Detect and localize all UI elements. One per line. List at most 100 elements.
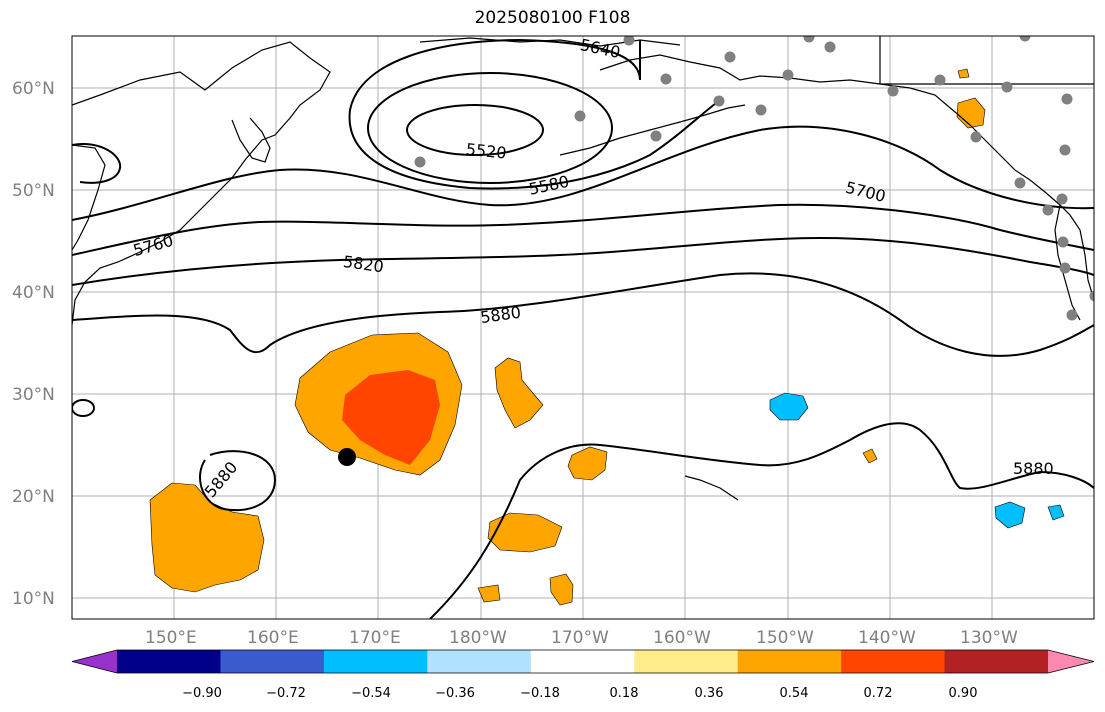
station-dot <box>650 130 662 142</box>
lon-label: 160°E <box>247 628 299 648</box>
station-dot <box>414 156 426 168</box>
colorbar-tick: 0.90 <box>949 686 978 701</box>
station-dot <box>1059 144 1071 156</box>
colorbar-segment <box>634 650 739 673</box>
colorbar <box>71 649 1095 674</box>
contour-5820 <box>72 236 1094 286</box>
lon-label: 180°W <box>449 628 507 648</box>
station-dot <box>623 36 635 46</box>
station-dot <box>1061 93 1073 105</box>
lat-label: 20°N <box>12 487 55 507</box>
colorbar-tick: −0.90 <box>182 686 222 701</box>
station-dot <box>713 95 725 107</box>
station-dot <box>1066 309 1078 321</box>
colorbar-tick: −0.72 <box>266 686 306 701</box>
station-dot <box>1057 236 1069 248</box>
colorbar-tick: 0.54 <box>780 686 809 701</box>
anomaly-negative-1 <box>769 392 809 421</box>
lon-label: 160°W <box>653 628 711 648</box>
colorbar-tick: −0.36 <box>435 686 475 701</box>
station-dot <box>574 110 586 122</box>
station-dot <box>1014 177 1026 189</box>
colorbar-tick: 0.36 <box>695 686 724 701</box>
graticule <box>72 36 1094 619</box>
latitude-labels: 60°N 50°N 40°N 30°N 20°N 10°N <box>12 79 55 609</box>
colorbar-tick: 0.18 <box>610 686 639 701</box>
station-dot <box>803 36 815 43</box>
colorbar-segment <box>220 650 325 673</box>
lon-label: 150°W <box>756 628 814 648</box>
colorbar-segment <box>117 650 221 673</box>
coast-hawaii <box>684 475 739 501</box>
contour-5580 <box>367 72 613 184</box>
anomaly-shading <box>149 68 1065 606</box>
station-dot <box>887 85 899 97</box>
anomaly-region-alaska-2 <box>957 68 970 79</box>
lat-label: 30°N <box>12 385 55 405</box>
lat-label: 60°N <box>12 79 55 99</box>
lat-label: 50°N <box>12 181 55 201</box>
storm-center-marker <box>338 448 356 466</box>
colorbar-segment <box>841 650 946 673</box>
coast-asia <box>72 41 331 326</box>
colorbar-extend-min <box>72 650 117 673</box>
lon-label: 170°E <box>349 628 401 648</box>
colorbar-segment <box>323 650 428 673</box>
station-dot <box>1001 81 1013 93</box>
colorbar-tick: 0.72 <box>864 686 893 701</box>
longitude-labels: 150°E 160°E 170°E 180°W 170°W 160°W 150°… <box>145 628 1018 648</box>
lat-label: 40°N <box>12 283 55 303</box>
contour-label-5520: 5520 <box>465 140 507 163</box>
map-title: 2025080100 F108 <box>474 8 631 28</box>
contour-5880-south <box>429 422 1094 619</box>
coast-alaska <box>599 54 1094 301</box>
contour-5520 <box>406 104 544 156</box>
colorbar-tick: −0.54 <box>351 686 391 701</box>
contour-5880-north <box>72 272 1094 357</box>
station-dot <box>755 104 767 116</box>
lon-label: 140°W <box>858 628 916 648</box>
contour-5640 <box>348 38 721 190</box>
contour-nw-loop <box>72 143 122 184</box>
lon-label: 130°W <box>960 628 1018 648</box>
anomaly-region-west <box>149 482 265 593</box>
colorbar-outline <box>71 649 1095 674</box>
station-dot <box>970 131 982 143</box>
station-dot <box>660 73 672 85</box>
lon-label: 170°W <box>551 628 609 648</box>
colorbar-segment <box>427 650 532 673</box>
colorbar-tick: −0.18 <box>520 686 560 701</box>
station-dot <box>1019 36 1031 42</box>
colorbar-segment <box>737 650 842 673</box>
coast-aleutians <box>559 104 746 156</box>
coast-kamchatka <box>231 117 271 163</box>
anomaly-region-small-1 <box>494 357 544 429</box>
map-frame <box>71 35 1095 620</box>
coast-japan <box>72 144 106 251</box>
lon-label: 150°E <box>145 628 197 648</box>
anomaly-negative-3 <box>1047 504 1065 521</box>
station-dot <box>824 41 836 53</box>
contour-label-5880-c: 5880 <box>1013 459 1054 478</box>
anomaly-region-small-4 <box>549 573 574 606</box>
anomaly-negative-2 <box>994 501 1026 529</box>
colorbar-segment <box>530 650 635 673</box>
station-dot <box>1056 193 1068 205</box>
anomaly-region-small-6 <box>862 448 878 464</box>
station-dot <box>724 51 736 63</box>
station-dot <box>1059 262 1071 274</box>
lat-label: 10°N <box>12 589 55 609</box>
station-dot <box>934 74 946 86</box>
anomaly-region-central-core <box>342 370 440 465</box>
colorbar-segment <box>944 650 1049 673</box>
colorbar-tick-labels: −0.90 −0.72 −0.54 −0.36 −0.18 0.18 0.36 … <box>182 686 977 701</box>
station-markers <box>414 36 1094 321</box>
anomaly-region-small-3 <box>487 512 563 553</box>
contour-small-west <box>72 399 95 417</box>
station-dot <box>1042 204 1054 216</box>
contour-5700 <box>72 125 1094 221</box>
anomaly-region-small-2 <box>567 446 608 481</box>
coast-border <box>879 36 1094 85</box>
height-contours <box>72 38 1094 619</box>
